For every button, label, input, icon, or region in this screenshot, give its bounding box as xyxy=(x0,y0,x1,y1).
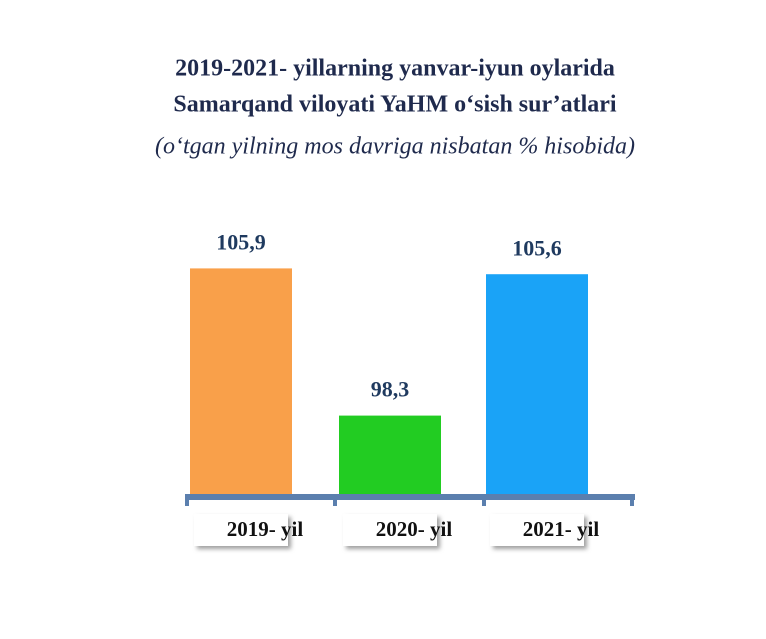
axis-tick xyxy=(482,494,486,506)
data-label: 105,6 xyxy=(512,235,562,260)
x-tick-label: 2021- yil xyxy=(523,517,600,541)
chart-title: 2019-2021- yillarning yanvar-iyun oylari… xyxy=(175,56,615,82)
category-box xyxy=(194,514,288,546)
axis-tick xyxy=(185,494,189,506)
chart-subtitle: (o‘tgan yilning mos davriga nisbatan % h… xyxy=(155,134,635,160)
data-label: 105,9 xyxy=(216,229,266,254)
data-label: 98,3 xyxy=(371,377,410,402)
x-tick-label: 2019- yil xyxy=(227,517,304,541)
category-box xyxy=(343,514,437,546)
category-box xyxy=(490,514,584,546)
axis-tick xyxy=(630,494,634,506)
x-tick-label: 2020- yil xyxy=(376,517,453,541)
axis-tick xyxy=(333,494,337,506)
bar xyxy=(486,274,588,495)
bar xyxy=(339,415,441,495)
bar xyxy=(190,268,292,495)
x-axis xyxy=(185,494,635,500)
chart-title: Samarqand viloyati YaHM o‘sish sur’atlar… xyxy=(173,92,616,118)
